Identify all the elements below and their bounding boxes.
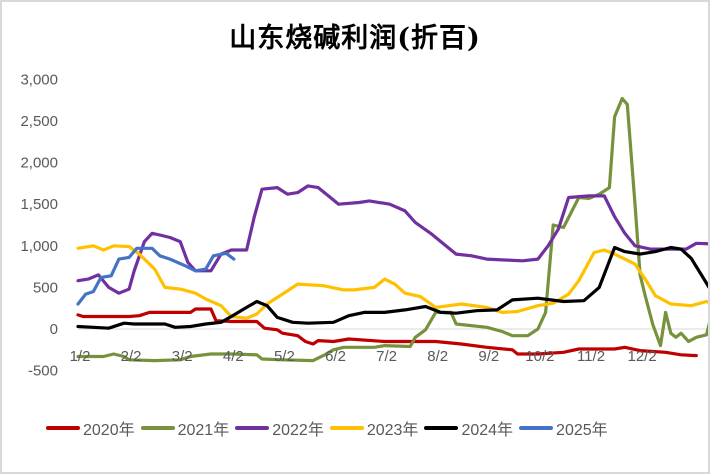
legend-label: 2024年	[461, 422, 514, 439]
legend-label: 2023年	[366, 422, 419, 439]
legend-swatch	[424, 426, 459, 430]
legend: 2020年 2021年 2022年 2023年 2024年 2025年	[46, 416, 614, 440]
x-tick-label: 2/2	[121, 348, 142, 365]
x-tick-label: 7/2	[376, 348, 397, 365]
legend-label: 2022年	[272, 422, 324, 439]
legend-label: 2020年	[83, 422, 135, 439]
x-tick-label: 3/2	[172, 348, 193, 365]
x-tick-label: 11/2	[577, 348, 605, 365]
legend-label: 2025年	[556, 422, 608, 439]
legend-item: 2025年	[519, 416, 608, 440]
x-tick-label: 9/2	[478, 348, 499, 365]
y-tick-label: -500	[28, 363, 58, 380]
series-line-2024年	[76, 245, 708, 330]
series-line-2021年	[76, 96, 708, 363]
series-line-2023年	[76, 244, 708, 320]
chart-title: 山东烧碱利润(折百)	[229, 23, 481, 54]
series-line-2020年	[76, 307, 698, 358]
legend-label: 2021年	[177, 422, 230, 439]
y-tick-label: 3,000	[20, 71, 58, 88]
x-tick-label: 10/2	[525, 348, 554, 365]
x-tick-label: 6/2	[325, 348, 346, 365]
y-tick-label: 2,500	[20, 113, 58, 130]
legend-item: 2022年	[235, 416, 324, 440]
legend-swatch	[519, 426, 554, 430]
y-tick-label: 2,000	[20, 155, 58, 172]
x-tick-label: 12/2	[627, 348, 656, 365]
legend-swatch	[329, 426, 364, 430]
x-tick-label: 4/2	[223, 348, 244, 365]
legend-item: 2024年	[424, 416, 513, 440]
series-line-2025年	[76, 246, 236, 306]
legend-item: 2020年	[46, 416, 135, 440]
legend-item: 2021年	[140, 416, 230, 440]
y-tick-label: 1,500	[20, 196, 58, 213]
y-tick-label: 0	[50, 321, 58, 338]
legend-swatch	[46, 426, 80, 430]
x-tick-label: 5/2	[274, 348, 295, 365]
x-tick-label: 8/2	[427, 348, 448, 365]
legend-item: 2023年	[329, 416, 419, 440]
y-tick-label: 1,000	[20, 238, 58, 255]
legend-swatch	[235, 426, 270, 430]
x-tick-label: 1/2	[70, 348, 91, 365]
series-line-2022年	[76, 184, 708, 295]
legend-swatch	[140, 426, 175, 430]
y-tick-label: 500	[33, 279, 58, 296]
